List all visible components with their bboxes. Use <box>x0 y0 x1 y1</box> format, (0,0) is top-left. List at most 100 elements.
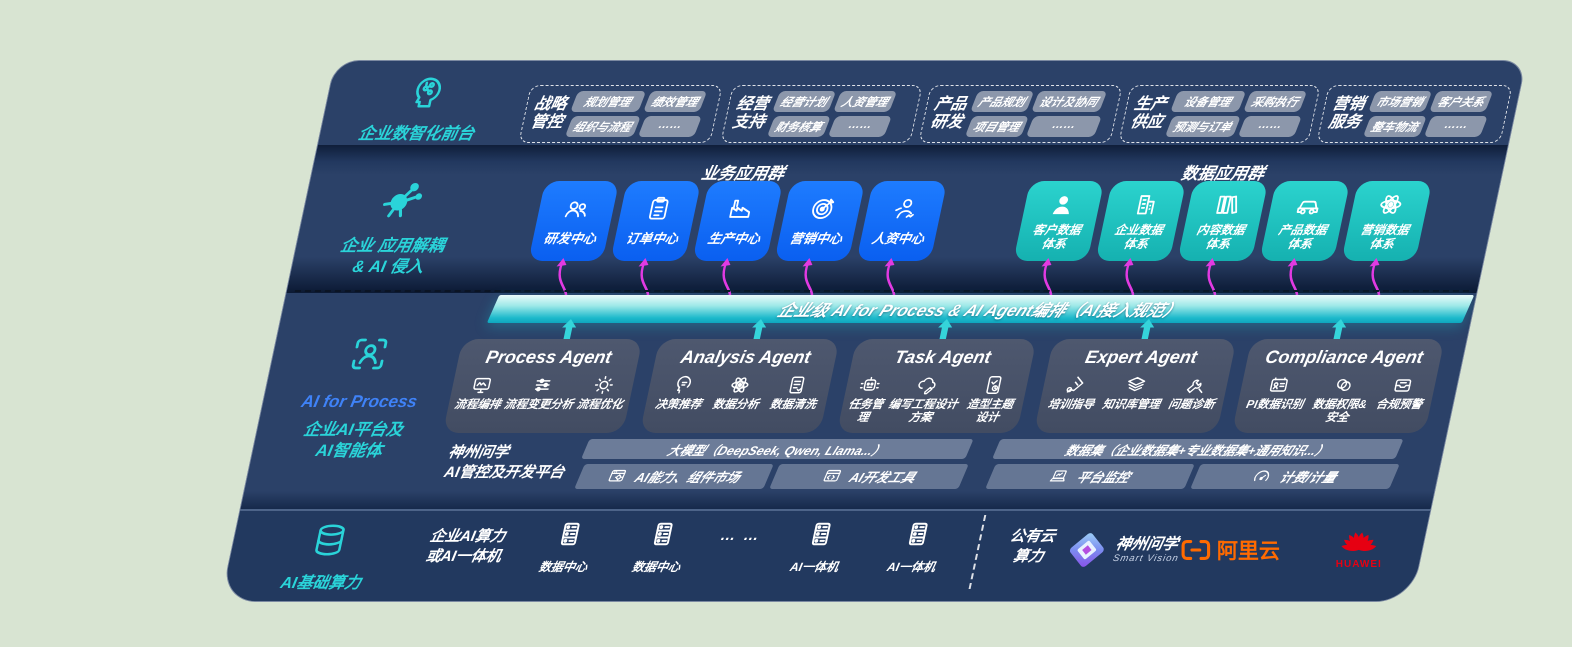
agent-capability-label: 合规预警 <box>1374 399 1424 411</box>
agent-capability-label: 问题诊断 <box>1167 399 1216 411</box>
front-group-pill: 设备管理 <box>1170 91 1246 112</box>
business-app-box: 生产中心 <box>692 181 784 261</box>
platform-monitor-label: 平台监控 <box>1074 470 1133 485</box>
huawei-name: HUAWEI <box>1335 559 1382 570</box>
shenzhou-wenxue-logo: 神州问学 Smart Vision <box>1061 529 1185 571</box>
front-group-pill: 设计及协同 <box>1031 91 1107 112</box>
platform-rail-label: 企业AI平台及 AI智能体 <box>301 421 405 461</box>
app-box-label: 企业数据 体系 <box>1113 222 1165 251</box>
knowledge-layers-icon <box>1122 374 1149 396</box>
server-icon <box>900 519 936 549</box>
molecule-icon <box>374 177 430 223</box>
front-group-pill: 财务核算 <box>766 116 831 137</box>
data-app-box: 产品数据 体系 <box>1259 181 1351 261</box>
front-group-pill: 经营计划 <box>772 91 837 112</box>
business-app-box: 营销中心 <box>774 181 866 261</box>
agent-capability-label: 流程优化 <box>575 399 625 411</box>
id-card-icon <box>1266 374 1293 396</box>
apps-rail: 企业 应用解耦 & AI 侵入 <box>300 177 494 278</box>
app-box-label: 生产中心 <box>706 231 762 246</box>
agent-capability-label: 数据清洗 <box>768 399 818 411</box>
business-app-box: 订单中心 <box>610 181 702 261</box>
ai-market-bar: AI能力、组件市场 <box>574 464 774 489</box>
agent-capability-label: 任务管理 <box>847 399 885 424</box>
app-box-label: 订单中心 <box>624 231 680 246</box>
metering-label: 计费/计量 <box>1276 470 1339 485</box>
front-group: 营销 服务 市场营销 客户关系 整车物流…… <box>1316 85 1513 143</box>
car-icon <box>1292 191 1325 218</box>
front-group: 经营 支持 经营计划 人资管理 财务核算…… <box>720 85 923 143</box>
agent-capability: 培训指导 <box>1046 374 1100 412</box>
network-icon <box>1374 191 1407 218</box>
front-group-pill: 人资管理 <box>833 91 898 112</box>
agent-capability-label: 数据权限& 安全 <box>1311 399 1369 424</box>
agent-capability: 流程变更分析 <box>503 374 580 412</box>
network-icon <box>727 374 754 396</box>
app-market-icon <box>604 467 631 486</box>
front-group-pill: …… <box>1423 116 1488 137</box>
server-icon <box>552 519 588 549</box>
front-group-label: 产品 研发 <box>928 96 969 131</box>
database-icon <box>307 521 353 559</box>
meter-gauge-icon <box>1248 467 1275 486</box>
sliders-icon <box>530 374 557 396</box>
agent-box: Process Agent 流程编排 流程变更分析 流程优化 <box>442 339 643 433</box>
platform-monitor-bar: 平台监控 <box>985 464 1195 489</box>
infra-node: AI一体机 <box>865 519 967 575</box>
agent-capability-label: 流程编排 <box>453 399 502 411</box>
agent-capability-label: 流程变更分析 <box>502 399 575 411</box>
agent-title: Process Agent <box>484 347 614 367</box>
monitor-wave-icon <box>468 374 495 396</box>
devplat-model-group: 大模型（DeepSeek, Qwen, Llama...） AI能力、组件市场 … <box>574 439 974 489</box>
building-icon <box>1128 191 1161 218</box>
front-group: 产品 研发 产品规划 设计及协同 项目管理…… <box>918 85 1123 143</box>
front-group-pill: 整车物流 <box>1362 116 1427 137</box>
infra-rail: AI基础算力 <box>233 521 420 593</box>
app-box-label: 营销中心 <box>788 231 844 246</box>
factory-icon <box>724 195 757 222</box>
agent-capability-label: 编写工程设计方案 <box>887 399 959 424</box>
infra-node: 数据中心 <box>610 519 712 575</box>
team-icon <box>560 195 593 222</box>
front-group-pill: 市场营销 <box>1368 91 1433 112</box>
business-app-box: 研发中心 <box>528 181 620 261</box>
dev-tools-icon <box>818 467 845 486</box>
app-box-label: 产品数据 体系 <box>1277 222 1329 251</box>
target-icon <box>806 195 839 222</box>
front-group-label: 营销 服务 <box>1326 96 1367 131</box>
front-group-label: 战略 管控 <box>528 96 569 131</box>
agent-capability: 流程优化 <box>575 374 629 412</box>
model-bar-label: 大模型（DeepSeek, Qwen, Llama...） <box>665 443 889 458</box>
front-group-pill: …… <box>637 116 702 137</box>
front-group-pill: 项目管理 <box>964 116 1029 137</box>
infra-node: 数据中心 <box>517 519 619 575</box>
app-box-label: 人资中心 <box>870 231 926 246</box>
front-group-pill: 规划管理 <box>570 91 646 112</box>
front-group-pill: 绩效管理 <box>642 91 707 112</box>
agent-capability: 数据权限& 安全 <box>1308 374 1373 425</box>
ai-orchestration-band: 企业级 AI for Process & AI Agent编排（AI接入规范） <box>486 295 1475 323</box>
data-app-box: 营销数据 体系 <box>1341 181 1433 261</box>
agent-capability: 问题诊断 <box>1167 374 1221 412</box>
agent-capability: 造型主题设计 <box>957 374 1025 425</box>
design-check-icon <box>981 374 1008 396</box>
agent-title: Expert Agent <box>1083 347 1200 367</box>
dev-tools-bar: AI开发工具 <box>769 464 969 489</box>
front-group-label: 生产 供应 <box>1128 96 1169 131</box>
shenzhou-name: 神州问学 <box>1114 535 1180 553</box>
agent-capability-label: 培训指导 <box>1046 399 1096 411</box>
agent-capability-label: 数据分析 <box>711 399 760 411</box>
brain-icon <box>402 73 448 111</box>
ali-brackets-icon <box>1180 537 1212 563</box>
model-bar: 大模型（DeepSeek, Qwen, Llama...） <box>581 439 974 459</box>
front-group-label: 经营 支持 <box>730 96 771 131</box>
agent-capability: 数据分析 <box>711 374 765 412</box>
infra-node-label: 数据中心 <box>630 560 682 574</box>
data-app-box: 客户数据 体系 <box>1013 181 1105 261</box>
infra-node-label: 数据中心 <box>537 560 589 574</box>
doc-clean-icon <box>784 374 811 396</box>
hr-icon <box>888 195 921 222</box>
app-box-label: 营销数据 体系 <box>1359 222 1411 251</box>
diagnose-icon <box>1182 374 1209 396</box>
front-group-pill: 采购执行 <box>1242 91 1307 112</box>
